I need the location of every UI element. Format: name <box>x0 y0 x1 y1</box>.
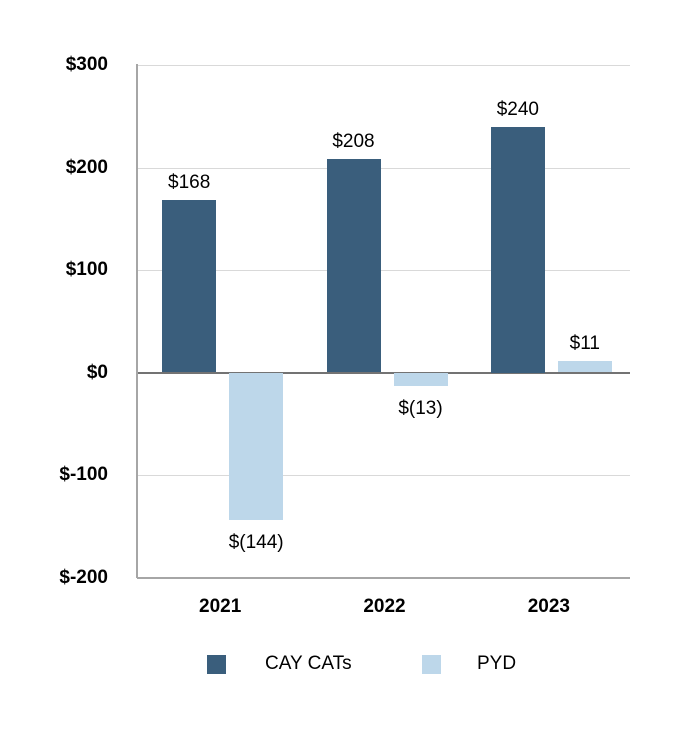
legend-swatch-cay-cats-icon <box>207 654 226 674</box>
bar-cay-cats-2023 <box>490 126 545 373</box>
x-category-label: 2021 <box>199 596 242 617</box>
y-tick-label: $-200 <box>59 566 108 588</box>
y-tick-label: $100 <box>65 259 108 280</box>
y-tick-label: $0 <box>86 361 108 383</box>
bar-cay-cats-2021 <box>162 200 217 373</box>
legend-entry-cay-cats: CAY CATs <box>207 653 352 675</box>
legend-entry-pyd: PYD <box>422 653 516 675</box>
zero-axis-line <box>137 371 630 374</box>
y-tick-label: $200 <box>65 156 108 178</box>
x-category-label: 2023 <box>527 596 570 617</box>
gridline <box>137 270 630 271</box>
gridline <box>137 167 630 169</box>
bar-value-label: $208 <box>332 131 375 153</box>
bar-value-label: $240 <box>496 98 539 120</box>
bar-pyd-2022 <box>393 372 448 386</box>
y-tick-label: $-100 <box>59 464 108 485</box>
y-tick-label: $300 <box>65 54 108 75</box>
bar-pyd-2021 <box>229 372 284 521</box>
x-category-label: 2022 <box>363 596 406 617</box>
bar-cay-cats-2022 <box>326 159 381 373</box>
bar-value-label: $11 <box>569 333 600 355</box>
legend-label-pyd: PYD <box>477 653 517 674</box>
bar-value-label: $168 <box>168 172 211 194</box>
legend-swatch-pyd-icon <box>422 654 441 674</box>
bar-value-label: $(13) <box>398 397 443 419</box>
legend-label-cay-cats: CAY CATs <box>265 653 352 674</box>
gridline <box>137 65 630 66</box>
bar-pyd-2023 <box>557 361 612 373</box>
plot-bottom-border <box>137 576 630 579</box>
y-axis-spine <box>136 64 138 578</box>
gridline <box>137 475 630 476</box>
bar-value-label: $(144) <box>228 532 284 554</box>
